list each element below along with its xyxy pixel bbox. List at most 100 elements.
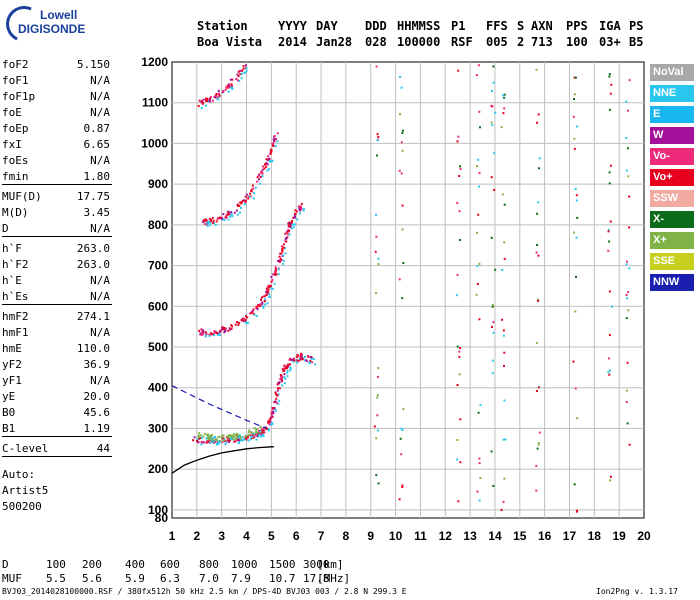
trace-point xyxy=(222,89,225,92)
trace-point xyxy=(222,439,225,442)
trace-point xyxy=(236,79,239,82)
param-value: 263.0 xyxy=(76,242,110,255)
noise-point xyxy=(537,201,540,204)
x-tick-label: 9 xyxy=(367,529,374,543)
trace-point xyxy=(268,422,271,425)
noise-point xyxy=(377,257,380,260)
trace-point xyxy=(255,314,258,317)
trace-point xyxy=(202,331,205,334)
trace-point xyxy=(279,252,282,255)
trace-point xyxy=(309,356,312,358)
param-value: 3.45 xyxy=(83,206,111,219)
noise-point xyxy=(375,437,378,440)
trace-point xyxy=(252,308,255,311)
trace-point xyxy=(217,89,220,92)
noise-point xyxy=(535,464,538,467)
trace-point xyxy=(277,402,280,405)
param-row: h`Es N/A xyxy=(2,290,110,304)
param-label: fxI xyxy=(2,138,22,151)
distance-value: 400 xyxy=(125,558,145,571)
trace-point xyxy=(238,436,240,439)
noise-point xyxy=(575,194,578,197)
noise-point xyxy=(608,171,611,174)
trace-point xyxy=(291,219,294,222)
param-row: h`F2 263.0 xyxy=(2,258,110,272)
trace-point xyxy=(244,200,247,203)
trace-point xyxy=(271,287,274,290)
trace-point xyxy=(314,363,317,366)
trace-point xyxy=(281,249,284,252)
trace-point xyxy=(278,255,281,258)
noise-point xyxy=(458,373,461,376)
trace-point xyxy=(206,223,209,226)
trace-point xyxy=(254,433,257,436)
trace-point xyxy=(269,152,272,155)
trace-point xyxy=(211,438,214,441)
trace-point xyxy=(216,96,219,99)
trace-point xyxy=(309,359,312,362)
noise-point xyxy=(456,384,459,386)
legend-item-w: W xyxy=(650,127,694,144)
param-label: hmF1 xyxy=(2,326,29,339)
trace-point xyxy=(258,431,261,434)
noise-point xyxy=(459,167,462,170)
trace-point xyxy=(256,176,259,179)
noise-point xyxy=(493,189,496,191)
param-value: 44 xyxy=(96,442,110,455)
trace-point xyxy=(218,92,220,95)
trace-point xyxy=(228,327,231,330)
muf-value: 5.5 xyxy=(46,572,66,585)
trace-point xyxy=(205,437,208,440)
trace-point xyxy=(261,172,264,175)
noise-point xyxy=(607,357,610,360)
header-key-0: Station xyxy=(197,19,248,33)
trace-point xyxy=(271,408,274,410)
noise-point xyxy=(377,367,380,370)
trace-point xyxy=(202,441,205,444)
noise-point xyxy=(476,165,478,168)
noise-point xyxy=(475,293,478,296)
trace-point xyxy=(216,332,219,335)
noise-point xyxy=(538,431,541,434)
trace-point xyxy=(282,254,285,257)
trace-point xyxy=(211,221,214,224)
trace-point xyxy=(243,203,246,206)
trace-point xyxy=(278,381,281,384)
trace-point xyxy=(259,425,262,428)
trace-point xyxy=(273,135,276,137)
noise-point xyxy=(491,359,494,362)
y-tick-label: 800 xyxy=(148,218,168,232)
noise-point xyxy=(398,169,401,172)
trace-point xyxy=(293,223,296,226)
trace-point xyxy=(245,67,248,70)
trace-point xyxy=(269,420,272,423)
trace-point xyxy=(300,208,303,210)
trace-point xyxy=(263,431,266,434)
noise-point xyxy=(477,64,480,67)
trace-point xyxy=(229,437,232,440)
trace-point xyxy=(207,441,210,444)
trace-point xyxy=(216,217,219,220)
param-value: N/A xyxy=(90,274,110,287)
noise-point xyxy=(609,92,612,95)
trace-point xyxy=(249,312,251,315)
trace-point xyxy=(290,227,293,230)
param-label: yF1 xyxy=(2,374,22,387)
trace-point xyxy=(218,441,221,444)
trace-point xyxy=(275,393,278,396)
trace-point xyxy=(302,208,305,210)
muf-value: 7.0 xyxy=(199,572,219,585)
trace-point xyxy=(267,429,270,432)
param-row: foF1 N/A xyxy=(2,74,110,88)
trace-point xyxy=(244,321,247,324)
x-tick-label: 1 xyxy=(169,529,176,543)
trace-point xyxy=(221,441,224,444)
noise-point xyxy=(575,275,577,278)
trace-point xyxy=(239,73,242,76)
param-value: 274.1 xyxy=(76,310,110,323)
trace-point xyxy=(267,288,270,291)
noise-point xyxy=(625,317,628,320)
noise-point xyxy=(504,438,507,441)
trace-point xyxy=(252,432,254,435)
noise-point xyxy=(375,213,377,216)
